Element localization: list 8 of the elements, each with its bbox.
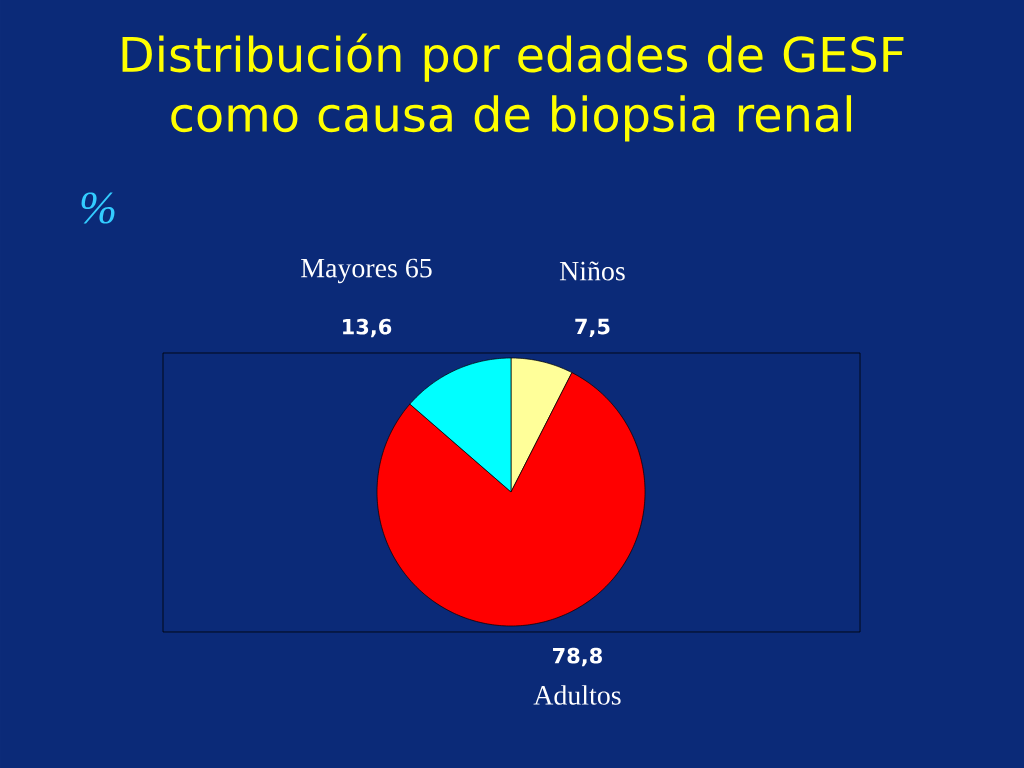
slice-label: Mayores 65	[301, 258, 432, 284]
data-label: 13,6	[343, 318, 392, 338]
text: %	[81, 192, 115, 224]
slice-label: Adultos	[533, 685, 621, 705]
chart-title: Distribución por edades de GESF como causa de biopsia renal	[122, 33, 904, 142]
data-label: 78,8	[553, 647, 602, 667]
data-label: 7,5	[575, 318, 610, 338]
slice-label: Niños	[559, 261, 625, 281]
